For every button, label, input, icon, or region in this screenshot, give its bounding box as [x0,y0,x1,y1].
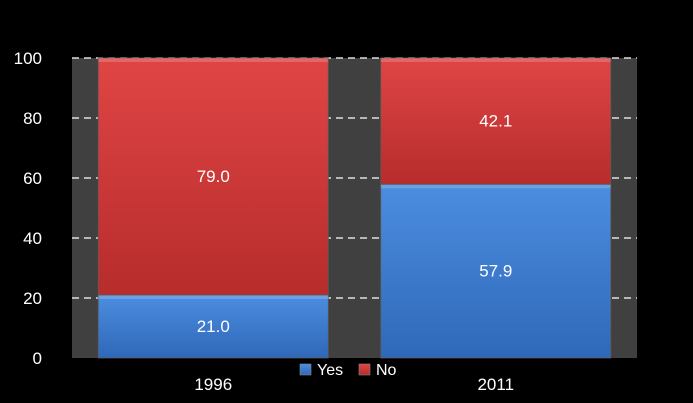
y-tick-label: 100 [14,49,42,68]
legend-swatch-no [358,363,371,376]
data-label: 79.0 [197,167,230,186]
y-axis: 0 20 40 60 80 100 [14,49,42,368]
y-tick-label: 60 [23,169,42,188]
data-label: 42.1 [479,112,512,131]
bar-highlight [98,58,329,62]
y-tick-label: 40 [23,229,42,248]
bars: 21.0 79.0 57.9 42.1 [97,57,612,359]
legend-label-yes: Yes [317,362,343,379]
y-tick-label: 80 [23,109,42,128]
data-label: 21.0 [197,317,230,336]
bar-highlight [380,58,611,62]
bar-no-2011 [380,57,612,185]
data-label: 57.9 [479,262,512,281]
y-tick-label: 20 [23,289,42,308]
y-tick-label: 0 [33,349,42,368]
x-axis: 1996 2011 [194,375,514,394]
bar-highlight [98,295,329,299]
legend: Yes No [299,362,397,379]
bar-no-1996 [97,57,329,296]
legend-swatch-yes [299,363,312,376]
bar-highlight [380,184,611,189]
x-tick-label: 2011 [477,375,514,394]
legend-label-no: No [376,362,397,379]
x-tick-label: 1996 [194,375,232,394]
